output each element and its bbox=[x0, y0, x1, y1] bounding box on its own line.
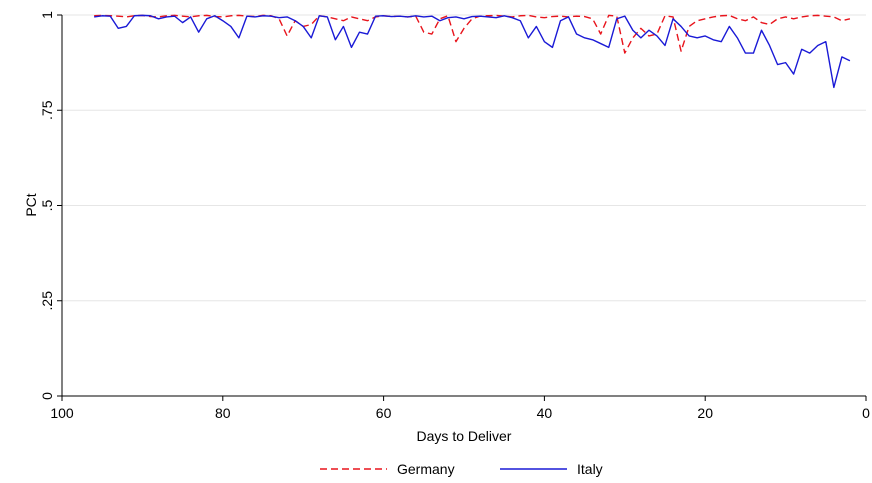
series-line-italy bbox=[94, 14, 851, 89]
y-tick-label: .25 bbox=[39, 291, 55, 311]
x-tick-label: 0 bbox=[862, 405, 870, 421]
y-tick-label: .75 bbox=[39, 100, 55, 120]
ticks: 100 80 60 40 20 0 0 .25 .5 .75 1 bbox=[39, 11, 870, 421]
x-tick-label: 20 bbox=[697, 405, 713, 421]
x-tick-label: 40 bbox=[537, 405, 553, 421]
y-tick-label: 1 bbox=[39, 11, 55, 19]
legend-label-germany: Germany bbox=[397, 461, 455, 477]
y-axis-title: PCt bbox=[23, 193, 39, 216]
x-axis-title: Days to Deliver bbox=[417, 428, 512, 444]
x-tick-label: 60 bbox=[376, 405, 392, 421]
legend: Germany Italy bbox=[320, 461, 603, 477]
series-line-germany bbox=[94, 14, 851, 54]
x-tick-label: 100 bbox=[50, 405, 74, 421]
y-tick-label: 0 bbox=[39, 392, 55, 400]
series-group bbox=[94, 14, 851, 89]
x-tick-label: 80 bbox=[215, 405, 231, 421]
legend-label-italy: Italy bbox=[577, 461, 603, 477]
y-tick-label: .5 bbox=[39, 199, 55, 211]
gridlines bbox=[62, 14, 866, 302]
